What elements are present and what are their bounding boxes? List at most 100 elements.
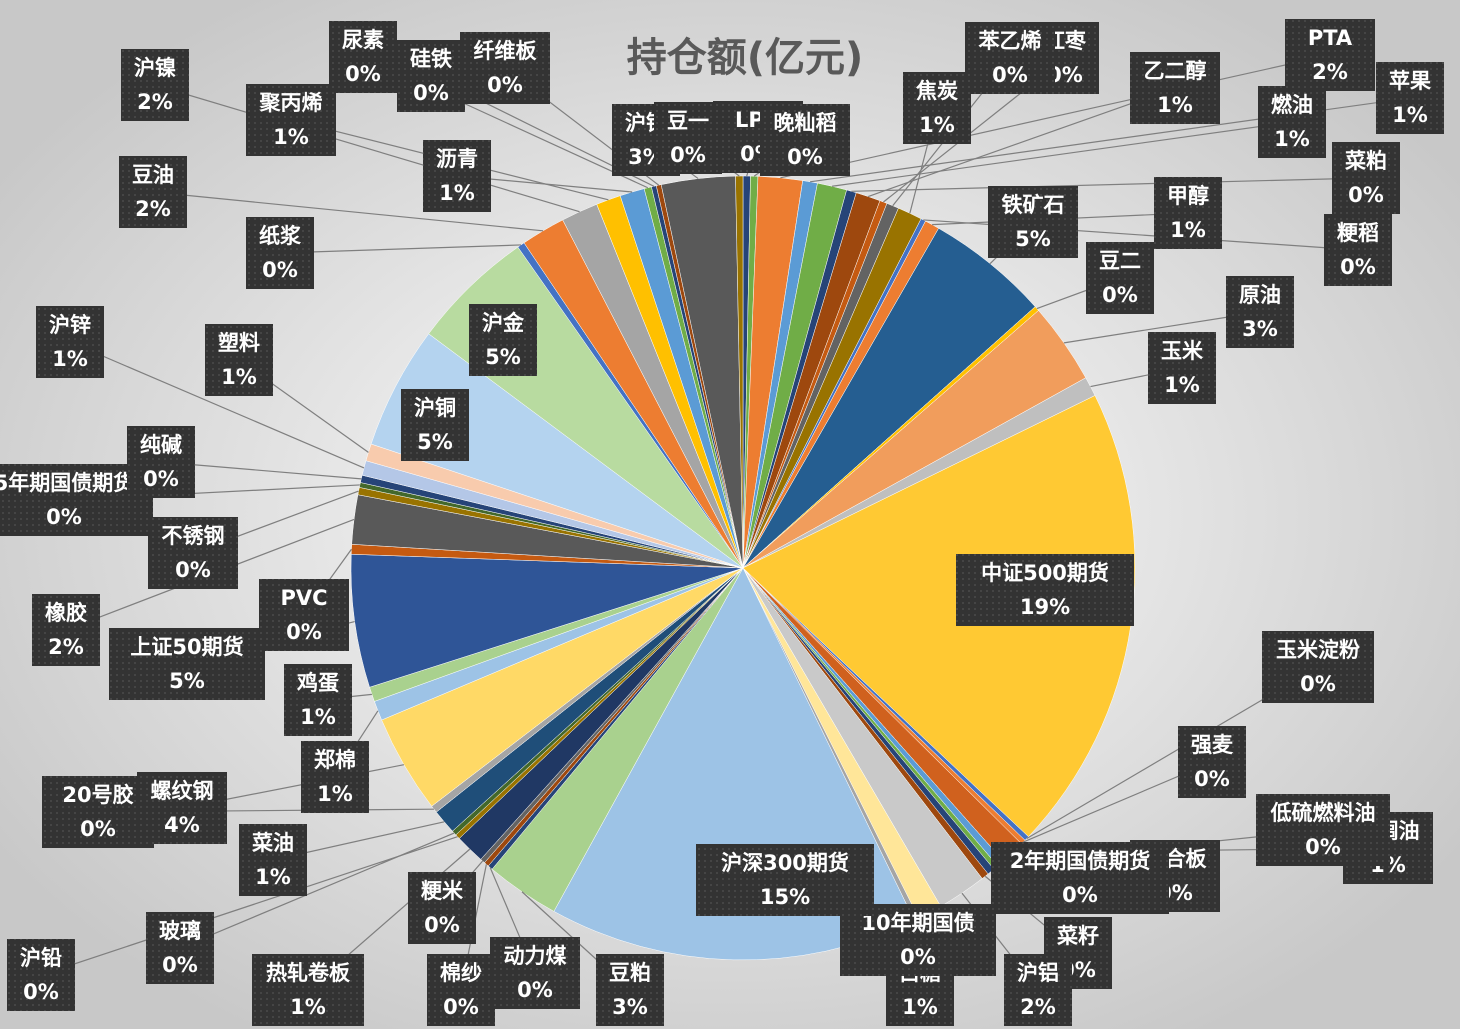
slice-label: 纤维板 (474, 39, 538, 63)
slice-label: 沥青 (436, 147, 478, 171)
label-box (119, 156, 187, 228)
slice-label: 玻璃 (159, 919, 201, 943)
slice-label: 玉米淀粉 (1276, 638, 1360, 662)
pie-slice (735, 175, 744, 569)
slice-value: 0% (1300, 672, 1336, 696)
label-box (469, 304, 537, 376)
label-box (7, 939, 75, 1011)
slice-value: 1% (52, 347, 88, 371)
slice-value: 1% (1392, 103, 1428, 127)
leader-line (851, 177, 1367, 192)
label-box (423, 140, 491, 212)
slice-value: 0% (1062, 883, 1098, 907)
pie (350, 175, 1136, 961)
slice-value: 1% (1157, 93, 1193, 117)
leader-line (69, 341, 365, 469)
leader-line (40, 836, 458, 976)
slice-label: 20号胶 (62, 783, 133, 807)
slice-label: 菜油 (251, 831, 294, 855)
leader-line (832, 121, 1293, 187)
label-box (965, 22, 1055, 94)
slice-label: 粳米 (421, 879, 464, 903)
leader-line (279, 244, 521, 254)
slice-label: 豆二 (1099, 249, 1141, 273)
label-box (301, 741, 369, 813)
label-box (1086, 242, 1154, 314)
slice-value: 1% (317, 782, 353, 806)
label-box (42, 776, 154, 848)
slice-value: 0% (175, 558, 211, 582)
slice-label: 沪铅 (20, 946, 62, 970)
label-box (696, 844, 874, 916)
label-box (259, 579, 349, 651)
chart-title: 持仓额(亿元) (627, 35, 864, 81)
label-box (246, 217, 314, 289)
slice-label: 聚丙烯 (259, 91, 323, 115)
slice-value: 0% (46, 505, 82, 529)
slice-value: 0% (23, 980, 59, 1004)
label-box (1154, 177, 1222, 249)
label-box (654, 102, 722, 174)
slice-label: 豆油 (132, 163, 174, 187)
label-box (991, 842, 1169, 914)
slice-value: 0% (345, 62, 381, 86)
slice-value: 0% (787, 145, 823, 169)
slice-label: 2年期国债期货 (1010, 849, 1151, 873)
slice-value: 4% (164, 813, 200, 837)
label-box (1148, 332, 1216, 404)
slice-value: 5% (417, 430, 453, 454)
slice-label: 粳稻 (1337, 221, 1379, 245)
label-box (252, 954, 364, 1026)
slice-label: 焦炭 (915, 79, 958, 103)
slice-label: PVC (280, 586, 327, 610)
slice-label: 燃油 (1271, 93, 1313, 117)
label-box (1376, 62, 1444, 134)
label-box (1285, 19, 1375, 91)
label-box (146, 912, 214, 984)
slice-value: 2% (1020, 995, 1056, 1019)
slice-label: 菜粕 (1344, 149, 1387, 173)
slice-label: 热轧卷板 (266, 961, 351, 985)
slice-label: 鸡蛋 (296, 671, 339, 695)
slice-value: 0% (1340, 255, 1376, 279)
slice-label: 菜籽 (1056, 924, 1099, 948)
label-box (1226, 276, 1294, 348)
slice-value: 1% (1164, 373, 1200, 397)
slice-label: 纯碱 (140, 433, 182, 457)
label-box (1256, 794, 1390, 866)
slice-label: 棉纱 (440, 961, 482, 985)
label-box (988, 186, 1078, 258)
label-box (1324, 214, 1392, 286)
slice-label: 沪铝 (1017, 961, 1059, 985)
label-box (127, 426, 195, 498)
slice-label: 上证50期货 (130, 635, 243, 659)
slice-label: 沪镍 (134, 56, 176, 80)
slice-value: 0% (80, 817, 116, 841)
slice-value: 2% (48, 635, 84, 659)
slice-label: PTA (1308, 26, 1353, 50)
slice-label: 豆一 (667, 109, 709, 133)
leader-line (154, 84, 580, 213)
label-box (1004, 954, 1072, 1026)
slice-label: 塑料 (218, 331, 260, 355)
slice-label: 豆粕 (609, 961, 651, 985)
slice-value: 3% (1242, 317, 1278, 341)
label-box (1332, 142, 1400, 214)
slice-label: 沪深300期货 (721, 851, 849, 875)
slice-value: 1% (919, 113, 955, 137)
slice-label: 纸浆 (259, 224, 302, 248)
label-box (1258, 86, 1326, 158)
slice-value: 0% (1305, 835, 1341, 859)
slice-value: 0% (262, 258, 298, 282)
slice-label: 晚籼稻 (774, 111, 837, 135)
slice-label: 苹果 (1389, 69, 1431, 93)
label-box (32, 594, 100, 666)
slice-value: 0% (670, 143, 706, 167)
slice-value: 0% (143, 467, 179, 491)
slice-value: 2% (135, 197, 171, 221)
label-box (109, 628, 265, 700)
label-box (121, 49, 189, 121)
pie-slice (350, 554, 744, 688)
label-box (760, 104, 850, 176)
leader-line (780, 54, 1331, 179)
